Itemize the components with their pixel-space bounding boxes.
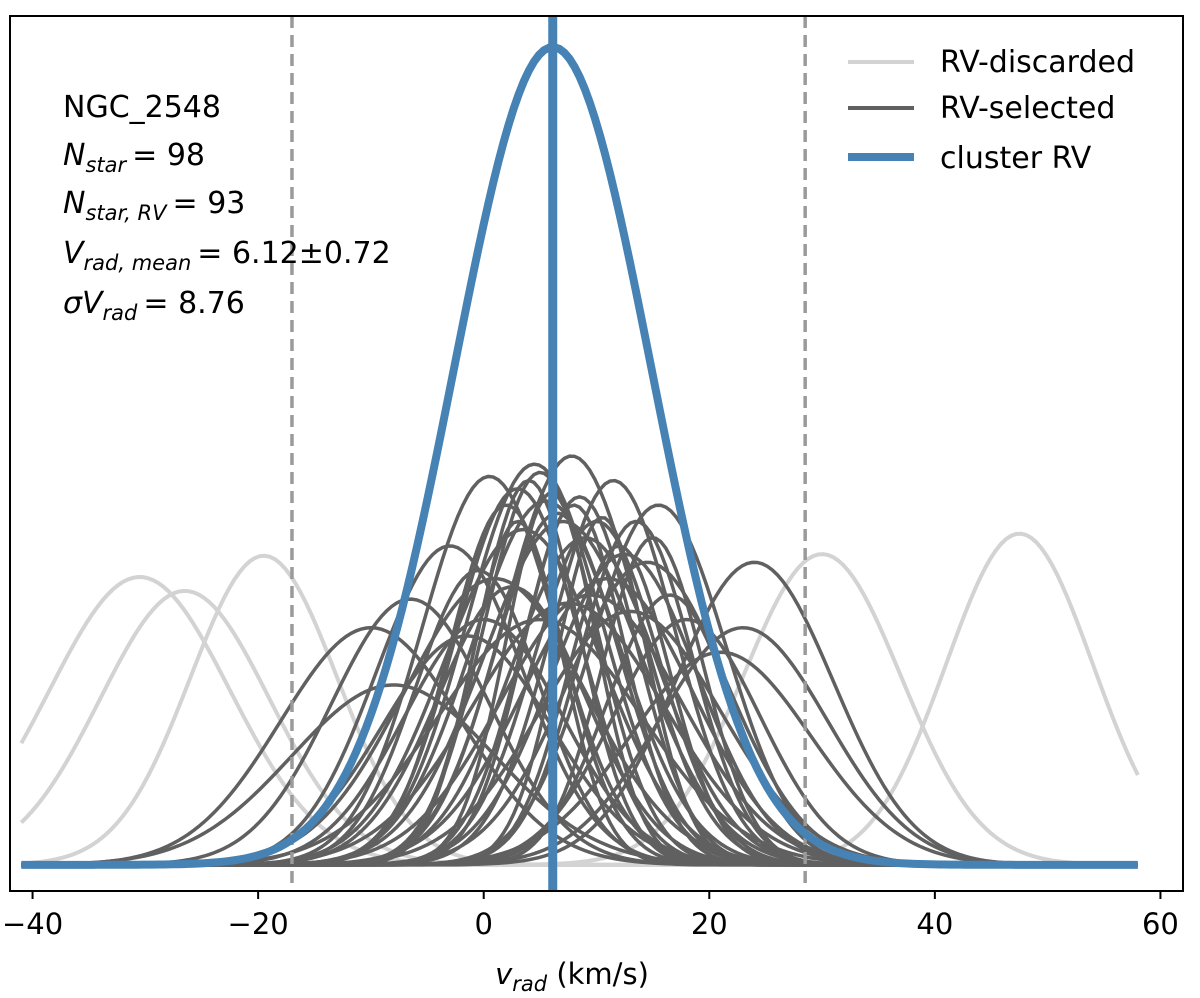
vmean-sub: rad, mean bbox=[84, 251, 192, 275]
nstarrv-value: 93 bbox=[207, 186, 245, 221]
sigma-value: 8.76 bbox=[178, 286, 245, 321]
x-tick-label-5: 60 bbox=[1142, 907, 1179, 941]
vmean-value: 6.12±0.72 bbox=[232, 236, 391, 271]
vmean-line: Vrad, mean = 6.12±0.72 bbox=[63, 236, 391, 275]
nstarrv-var: N bbox=[63, 186, 85, 221]
axes-frame bbox=[9, 15, 1184, 892]
cluster-name: NGC_2548 bbox=[63, 90, 221, 125]
plot-area bbox=[19, 16, 1140, 891]
cluster-rv bbox=[21, 16, 1138, 891]
legend-label-rv-discarded: RV-discarded bbox=[940, 45, 1135, 80]
nstar-var: N bbox=[63, 138, 85, 173]
x-axis-label-var: v bbox=[495, 957, 513, 991]
vmean-eq: = bbox=[197, 236, 232, 271]
x-tick-label-3: 20 bbox=[691, 907, 728, 941]
vmean-var: V bbox=[63, 236, 86, 271]
legend-label-rv-selected: RV-selected bbox=[940, 91, 1115, 126]
x-tick-label-1: −20 bbox=[228, 907, 289, 941]
legend-label-cluster-rv: cluster RV bbox=[940, 141, 1092, 176]
x-axis-label-sub: rad bbox=[512, 972, 548, 996]
nstarrv-line: Nstar, RV = 93 bbox=[63, 186, 245, 225]
sigma-line: σVrad = 8.76 bbox=[63, 286, 245, 325]
sigma-eq: = bbox=[143, 286, 178, 321]
nstar-sub: star bbox=[85, 153, 127, 177]
nstarrv-eq: = bbox=[173, 186, 208, 221]
nstar-value: 98 bbox=[167, 138, 205, 173]
nstarrv-sub: star, RV bbox=[85, 201, 168, 225]
x-axis-label: vrad (km/s) bbox=[495, 957, 649, 996]
sigma-var: σV bbox=[63, 286, 105, 321]
info-annotation: NGC_2548 Nstar = 98 Nstar, RV = 93 Vrad, m… bbox=[63, 90, 391, 325]
x-tick-label-0: −40 bbox=[2, 907, 63, 941]
x-axis-ticks: −40 −20 0 20 40 60 bbox=[2, 891, 1179, 941]
x-tick-label-4: 40 bbox=[916, 907, 953, 941]
legend: RV-discarded RV-selected cluster RV bbox=[848, 45, 1135, 176]
nstar-line: Nstar = 98 bbox=[63, 138, 205, 177]
selection-bounds bbox=[290, 16, 807, 891]
x-axis-label-unit: (km/s) bbox=[547, 957, 649, 991]
sigma-sub: rad bbox=[103, 301, 139, 325]
x-tick-label-2: 0 bbox=[474, 907, 492, 941]
nstar-eq: = bbox=[132, 138, 167, 173]
cluster-rv-curve bbox=[21, 43, 1138, 869]
